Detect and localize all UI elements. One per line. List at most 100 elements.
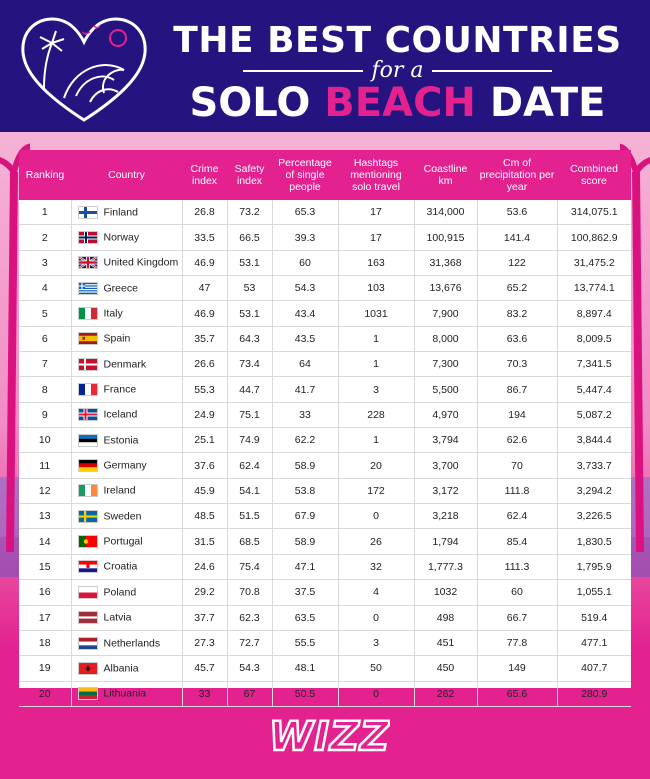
header-precipitation: Cm of precipitation per year xyxy=(477,150,557,200)
cell-crime: 25.1 xyxy=(182,427,228,454)
cell-coast: 100,915 xyxy=(414,224,478,251)
title-solo: SOLO xyxy=(189,80,311,126)
cell-hashtags: 50 xyxy=(338,655,415,682)
cell-safety: 62.4 xyxy=(227,452,273,479)
wizz-logo-text: WIZZ xyxy=(269,714,390,760)
header-coastline: Coastline km xyxy=(414,150,477,200)
header-ranking: Ranking xyxy=(19,150,71,200)
cell-score: 314,075.1 xyxy=(557,200,631,226)
cell-coast: 31,368 xyxy=(414,250,478,277)
cell-crime: 33 xyxy=(182,681,228,707)
cell-safety: 64.3 xyxy=(227,326,273,353)
albania-flag-icon xyxy=(77,661,98,675)
cell-crime: 46.9 xyxy=(182,300,228,327)
cell-crime: 27.3 xyxy=(182,630,228,657)
cell-country: Germany xyxy=(71,452,183,479)
cell-crime: 45.9 xyxy=(182,478,228,505)
cell-coast: 8,000 xyxy=(414,326,478,353)
cell-coast: 3,172 xyxy=(414,478,478,505)
cell-precip: 60 xyxy=(477,579,558,606)
denmark-flag-icon xyxy=(77,357,98,371)
cell-hashtags: 1031 xyxy=(338,300,415,327)
cell-single: 48.1 xyxy=(272,655,339,682)
cell-hashtags: 1 xyxy=(338,427,415,454)
cell-rank: 11 xyxy=(19,452,72,479)
cell-safety: 53.1 xyxy=(227,250,273,277)
header-single-people: Percentage of single people xyxy=(272,150,338,200)
cell-precip: 86.7 xyxy=(477,376,558,403)
country-name: Germany xyxy=(103,459,147,472)
cell-country: Greece xyxy=(71,275,183,302)
cell-single: 55.5 xyxy=(272,630,339,657)
cell-crime: 33.5 xyxy=(182,224,228,251)
cell-safety: 54.1 xyxy=(227,478,273,505)
cell-rank: 6 xyxy=(19,326,72,353)
table-row: 8 France 55.3 44.7 41.7 3 5,500 86.7 5,447.4 xyxy=(19,376,631,403)
cell-hashtags: 20 xyxy=(338,452,415,479)
cell-score: 3,294.2 xyxy=(557,478,631,505)
cell-safety: 75.1 xyxy=(227,402,273,429)
title-beach: BEACH xyxy=(324,80,476,126)
table-row: 19 Albania 45.7 54.3 48.1 50 450 149 407.7 xyxy=(19,655,631,682)
cell-hashtags: 32 xyxy=(338,554,415,581)
cell-single: 67.9 xyxy=(272,503,339,530)
cell-single: 63.5 xyxy=(272,605,339,631)
heart-beach-icon xyxy=(21,17,147,122)
cell-crime: 37.6 xyxy=(182,452,228,479)
cell-country: Estonia xyxy=(71,427,183,454)
france-flag-icon xyxy=(77,383,98,397)
cell-single: 60 xyxy=(272,250,339,277)
palm-tree-right-icon xyxy=(620,143,650,552)
cell-coast: 262 xyxy=(414,681,478,707)
country-name: Lithuania xyxy=(103,687,147,700)
header-crime-index: Crime index xyxy=(182,150,227,200)
cell-safety: 68.5 xyxy=(227,528,273,555)
cell-score: 477.1 xyxy=(557,630,631,657)
ranking-table: Ranking Country Crime index Safety index… xyxy=(19,150,631,707)
cell-precip: 70.3 xyxy=(477,351,558,378)
cell-coast: 4,970 xyxy=(414,402,478,429)
iceland-flag-icon xyxy=(77,408,98,422)
cell-score: 519.4 xyxy=(557,605,631,631)
country-name: Latvia xyxy=(103,611,132,624)
table-row: 2 Norway 33.5 66.5 39.3 17 100,915 141.4 100,862… xyxy=(19,224,631,251)
cell-crime: 26.8 xyxy=(182,200,228,226)
table-body: 1 Finland 26.8 73.2 65.3 17 314,000 53.6 314,075… xyxy=(19,200,631,707)
cell-safety: 73.2 xyxy=(227,200,273,226)
cell-safety: 74.9 xyxy=(227,427,273,454)
cell-rank: 10 xyxy=(19,427,72,454)
table-row: 7 Denmark 26.6 73.4 64 1 7,300 70.3 7,341.5 xyxy=(19,351,631,378)
lithuania-flag-icon xyxy=(77,687,98,701)
finland-flag-icon xyxy=(77,205,98,219)
cell-safety: 67 xyxy=(227,681,273,707)
cell-country: Denmark xyxy=(71,351,183,378)
title-rule-right xyxy=(431,70,552,72)
cell-precip: 70 xyxy=(477,452,558,479)
poland-flag-icon xyxy=(77,585,98,599)
cell-single: 47.1 xyxy=(272,554,339,581)
netherlands-flag-icon xyxy=(77,636,98,650)
cell-country: Spain xyxy=(71,326,183,353)
cell-rank: 3 xyxy=(19,250,72,277)
title-line2: for a xyxy=(165,58,630,83)
cell-hashtags: 26 xyxy=(338,528,415,555)
header-banner: THE BEST COUNTRIES for a SOLO BEACH DATE xyxy=(0,0,650,132)
cell-precip: 63.6 xyxy=(477,326,558,353)
cell-single: 58.9 xyxy=(272,452,339,479)
table-row: 3 United Kingdom 46.9 53.1 60 163 31,368 122 31,… xyxy=(19,250,631,277)
country-name: Netherlands xyxy=(103,637,161,650)
cell-crime: 26.6 xyxy=(182,351,228,378)
cell-coast: 7,900 xyxy=(414,300,478,327)
cell-precip: 62.6 xyxy=(477,427,558,454)
cell-score: 1,795.9 xyxy=(557,554,631,581)
cell-rank: 1 xyxy=(19,200,72,226)
title-rule-left xyxy=(243,70,364,72)
wizz-logo: WIZZ xyxy=(268,713,390,760)
germany-flag-icon xyxy=(77,459,98,473)
cell-precip: 65.2 xyxy=(477,275,558,302)
cell-crime: 24.6 xyxy=(182,554,228,581)
cell-safety: 73.4 xyxy=(227,351,273,378)
country-name: Greece xyxy=(103,282,138,295)
cell-hashtags: 172 xyxy=(338,478,415,505)
cell-score: 280.9 xyxy=(557,681,631,707)
